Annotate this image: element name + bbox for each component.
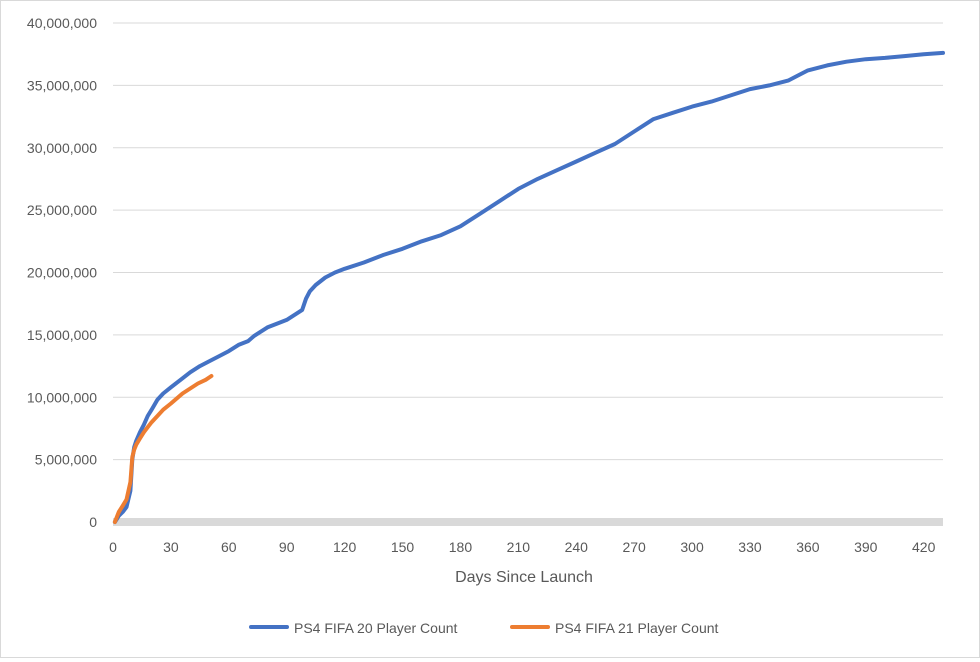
- x-tick-label: 60: [221, 539, 237, 555]
- x-tick-label: 30: [163, 539, 179, 555]
- y-tick-label: 0: [89, 514, 97, 530]
- x-tick-label: 270: [622, 539, 646, 555]
- x-tick-label: 210: [507, 539, 531, 555]
- x-tick-label: 420: [912, 539, 936, 555]
- x-tick-label: 90: [279, 539, 295, 555]
- y-tick-label: 35,000,000: [27, 77, 97, 93]
- series-line-2: [112, 374, 214, 524]
- y-tick-label: 20,000,000: [27, 265, 97, 281]
- x-tick-label: 330: [738, 539, 762, 555]
- x-tick-label: 360: [796, 539, 820, 555]
- y-tick-label: 10,000,000: [27, 389, 97, 405]
- x-axis-title: Days Since Launch: [455, 569, 593, 586]
- legend-label-2: PS4 FIFA 21 Player Count: [555, 620, 719, 636]
- x-tick-label: 150: [391, 539, 415, 555]
- y-tick-label: 30,000,000: [27, 140, 97, 156]
- x-tick-label: 180: [449, 539, 473, 555]
- y-tick-label: 15,000,000: [27, 327, 97, 343]
- y-tick-label: 5,000,000: [35, 452, 97, 468]
- series-line-1: [112, 50, 945, 524]
- y-tick-label: 25,000,000: [27, 202, 97, 218]
- x-tick-label: 0: [109, 539, 117, 555]
- y-tick-label: 40,000,000: [27, 15, 97, 31]
- x-tick-label: 240: [565, 539, 589, 555]
- x-tick-label: 300: [680, 539, 704, 555]
- x-tick-label: 120: [333, 539, 357, 555]
- legend-label-1: PS4 FIFA 20 Player Count: [294, 620, 458, 636]
- x-tick-label: 390: [854, 539, 878, 555]
